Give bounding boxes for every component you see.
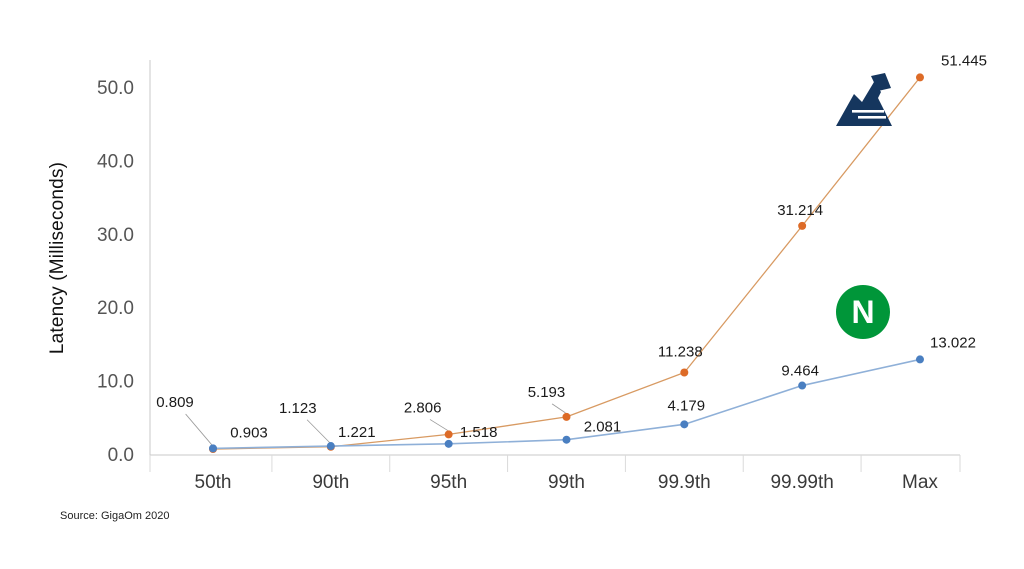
x-tick-label: 99.99th <box>770 472 833 493</box>
point-label-nginx: 0.903 <box>230 424 268 441</box>
y-tick-label: 20.0 <box>97 298 134 319</box>
point-label-kong: 51.445 <box>941 52 987 69</box>
point-label-nginx: 4.179 <box>668 397 706 414</box>
x-tick-label: 90th <box>312 472 349 493</box>
kong-stripe <box>852 110 884 113</box>
nginx-letter: N <box>851 294 874 330</box>
series-group-nginx: 0.903 1.221 1.518 2.081 4.179 9.464 13.022 <box>209 334 976 453</box>
x-tick-label: 99.9th <box>658 472 711 493</box>
data-point-nginx <box>326 442 335 451</box>
data-point-nginx <box>444 439 453 448</box>
y-tick-label: 50.0 <box>97 78 134 99</box>
data-point-kong <box>798 221 807 230</box>
data-point-nginx <box>562 435 571 444</box>
label-leader-line <box>551 403 566 414</box>
x-tick-label: 95th <box>430 472 467 493</box>
point-label-nginx: 2.081 <box>584 419 622 436</box>
kong-stripe <box>858 116 886 119</box>
y-tick-label: 0.0 <box>108 445 134 466</box>
y-tick-label: 40.0 <box>97 151 134 172</box>
y-tick-label: 30.0 <box>97 225 134 246</box>
data-point-nginx <box>209 444 217 453</box>
point-label-nginx: 13.022 <box>930 334 976 351</box>
data-point-nginx <box>915 355 924 364</box>
data-point-nginx <box>680 420 689 429</box>
kong-body-shape <box>836 82 892 126</box>
data-point-nginx <box>798 381 807 390</box>
x-tick-label: 99th <box>548 472 585 493</box>
source-caption: Source: GigaOm 2020 <box>60 510 170 522</box>
x-tick-label: 50th <box>195 472 232 493</box>
data-point-kong <box>915 73 924 82</box>
point-label-kong: 0.809 <box>156 394 194 411</box>
point-label-kong: 1.123 <box>279 400 317 417</box>
y-axis-title: Latency (Milliseconds) <box>47 161 68 355</box>
y-tick-label: 10.0 <box>97 372 134 393</box>
label-leader-line <box>429 419 448 431</box>
kong-logo-icon <box>836 73 892 126</box>
point-label-kong: 31.214 <box>777 202 823 219</box>
point-label-kong: 5.193 <box>528 384 566 401</box>
point-label-nginx: 9.464 <box>781 363 819 380</box>
point-label-kong: 2.806 <box>404 399 442 416</box>
label-leader-line <box>306 419 331 444</box>
point-label-kong: 11.238 <box>658 344 703 361</box>
series-line-kong <box>212 76 921 450</box>
x-tick-label: Max <box>902 472 938 493</box>
data-point-kong <box>562 412 571 421</box>
nginx-logo-icon: N <box>836 285 890 339</box>
nginx-badge-circle <box>836 285 890 339</box>
data-point-kong <box>444 430 453 439</box>
data-point-kong <box>680 368 689 377</box>
point-label-nginx: 1.518 <box>460 424 498 441</box>
kong-head-shape <box>871 73 891 91</box>
label-leader-line <box>185 413 213 446</box>
point-label-nginx: 1.221 <box>338 424 376 441</box>
